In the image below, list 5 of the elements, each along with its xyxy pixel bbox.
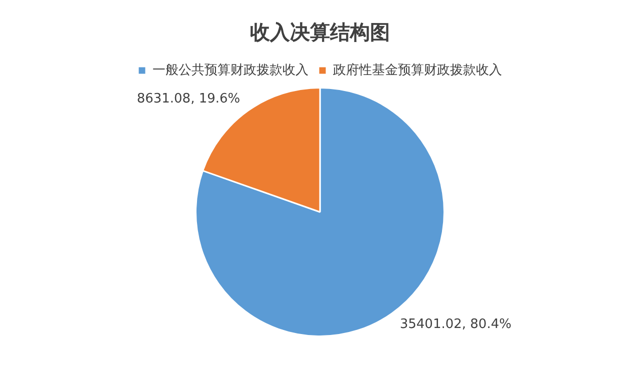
- data-label: 35401.02, 80.4%: [400, 317, 512, 332]
- legend-label: 政府性基金预算财政拨款收入: [333, 62, 502, 78]
- legend-label: 一般公共预算财政拨款收入: [152, 62, 308, 78]
- data-label: 8631.08, 19.6%: [136, 92, 240, 107]
- chart-title: 收入决算结构图: [250, 20, 390, 44]
